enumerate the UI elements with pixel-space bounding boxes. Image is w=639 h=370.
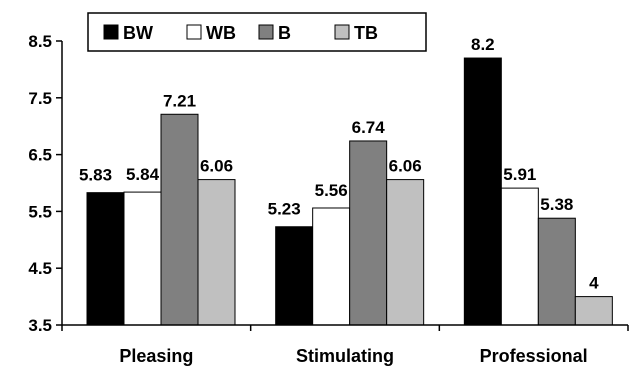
y-tick-label: 4.5	[28, 259, 52, 278]
y-tick-label: 5.5	[28, 202, 52, 221]
data-label: 6.06	[200, 157, 233, 176]
y-ticks: 8.5 7.5 6.5 5.5 4.5 3.5	[28, 32, 62, 335]
category-label: Professional	[480, 346, 588, 366]
category-label: Stimulating	[296, 346, 394, 366]
data-label: 6.74	[352, 118, 386, 137]
data-labels: 5.83 5.84 7.21 6.06 5.23 5.56 6.74 6.06 8.2 5.915…	[79, 35, 599, 293]
legend-label-bw: BW	[123, 23, 153, 43]
data-label: 4	[589, 274, 599, 293]
category-labels: Pleasing Stimulating Professional	[119, 346, 587, 366]
bar-b-stimulating	[349, 140, 388, 326]
bar-bw-pleasing	[86, 192, 125, 326]
y-tick-label: 8.5	[28, 32, 52, 51]
data-label: 5.91	[503, 165, 536, 184]
bar-tb-professional	[574, 296, 613, 326]
bars-layer	[86, 57, 613, 326]
bar-b-pleasing	[160, 113, 199, 326]
x-ticks	[61, 325, 629, 331]
legend-swatch-tb	[334, 24, 350, 40]
data-label: 7.21	[163, 91, 196, 110]
legend-box	[87, 12, 427, 52]
legend-swatch-bw	[103, 24, 119, 40]
bar-b-professional	[537, 217, 576, 326]
bar-bw-professional	[463, 57, 502, 326]
legend: BW WB B TB	[87, 12, 427, 52]
bar-wb-stimulating	[312, 207, 351, 326]
y-tick-label: 3.5	[28, 316, 52, 335]
data-label: 5.84	[126, 165, 160, 184]
bar-wb-pleasing	[123, 191, 162, 326]
legend-swatch-wb	[186, 24, 202, 40]
y-tick-label: 7.5	[28, 89, 52, 108]
data-label: 5.56	[315, 181, 348, 200]
legend-label-wb: WB	[206, 23, 236, 43]
data-label: 5.83	[79, 166, 112, 185]
bar-tb-pleasing	[197, 179, 236, 326]
bar-wb-professional	[500, 187, 539, 326]
legend-label-tb: TB	[354, 23, 378, 43]
category-label: Pleasing	[119, 346, 193, 366]
bar-tb-stimulating	[386, 179, 425, 326]
legend-swatch-b	[258, 24, 274, 40]
data-label: 5.23	[268, 200, 301, 219]
data-label: 8.2	[471, 35, 495, 54]
legend-label-b: B	[278, 23, 291, 43]
data-label: 6.06	[389, 157, 422, 176]
y-tick-label: 6.5	[28, 146, 52, 165]
data-label: 5.38	[540, 195, 573, 214]
bar-bw-stimulating	[275, 226, 314, 326]
